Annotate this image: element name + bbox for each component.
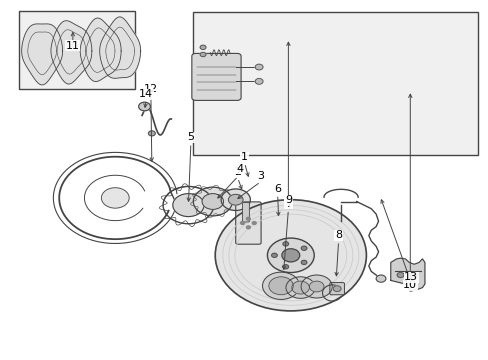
Polygon shape	[51, 21, 92, 84]
Circle shape	[202, 194, 223, 210]
Text: 7: 7	[284, 199, 291, 209]
Circle shape	[255, 78, 263, 84]
Circle shape	[332, 286, 340, 292]
Circle shape	[301, 260, 306, 265]
Circle shape	[148, 131, 155, 136]
Circle shape	[240, 222, 244, 225]
Circle shape	[375, 275, 385, 282]
Bar	[19, 12, 135, 89]
Circle shape	[215, 200, 366, 311]
Text: 6: 6	[274, 184, 281, 194]
Text: 13: 13	[404, 272, 417, 282]
Circle shape	[221, 189, 250, 211]
Circle shape	[301, 275, 331, 298]
Circle shape	[200, 52, 205, 57]
Text: 10: 10	[403, 280, 416, 291]
Circle shape	[283, 242, 288, 246]
Polygon shape	[100, 17, 141, 78]
Circle shape	[262, 272, 299, 300]
Circle shape	[396, 273, 403, 278]
Text: 9: 9	[284, 195, 291, 205]
Text: 1: 1	[241, 152, 247, 162]
Text: 3: 3	[257, 171, 264, 181]
Circle shape	[200, 45, 205, 49]
Polygon shape	[21, 24, 62, 85]
Circle shape	[246, 217, 250, 220]
Text: 11: 11	[66, 41, 80, 51]
Circle shape	[267, 238, 314, 273]
Text: 12: 12	[143, 84, 158, 94]
Circle shape	[309, 281, 324, 292]
Circle shape	[283, 265, 288, 269]
Circle shape	[301, 246, 306, 250]
Circle shape	[193, 187, 232, 216]
Text: 2: 2	[234, 167, 241, 177]
Circle shape	[268, 277, 293, 295]
Circle shape	[271, 253, 277, 257]
FancyBboxPatch shape	[329, 283, 344, 295]
Circle shape	[172, 194, 203, 217]
Circle shape	[228, 194, 243, 205]
Circle shape	[139, 102, 150, 111]
Polygon shape	[80, 18, 121, 81]
Circle shape	[291, 281, 309, 294]
Circle shape	[410, 273, 417, 278]
Bar	[193, 12, 477, 155]
Polygon shape	[390, 258, 424, 291]
FancyBboxPatch shape	[235, 202, 261, 244]
FancyBboxPatch shape	[191, 53, 241, 100]
Circle shape	[282, 249, 299, 262]
Circle shape	[101, 188, 129, 208]
FancyBboxPatch shape	[242, 203, 249, 222]
Circle shape	[285, 277, 315, 298]
Circle shape	[255, 64, 263, 70]
Text: 8: 8	[334, 230, 342, 240]
Circle shape	[252, 222, 256, 225]
Text: 4: 4	[236, 164, 243, 174]
Text: 14: 14	[139, 89, 153, 99]
Text: 5: 5	[187, 132, 194, 142]
Circle shape	[246, 226, 250, 229]
